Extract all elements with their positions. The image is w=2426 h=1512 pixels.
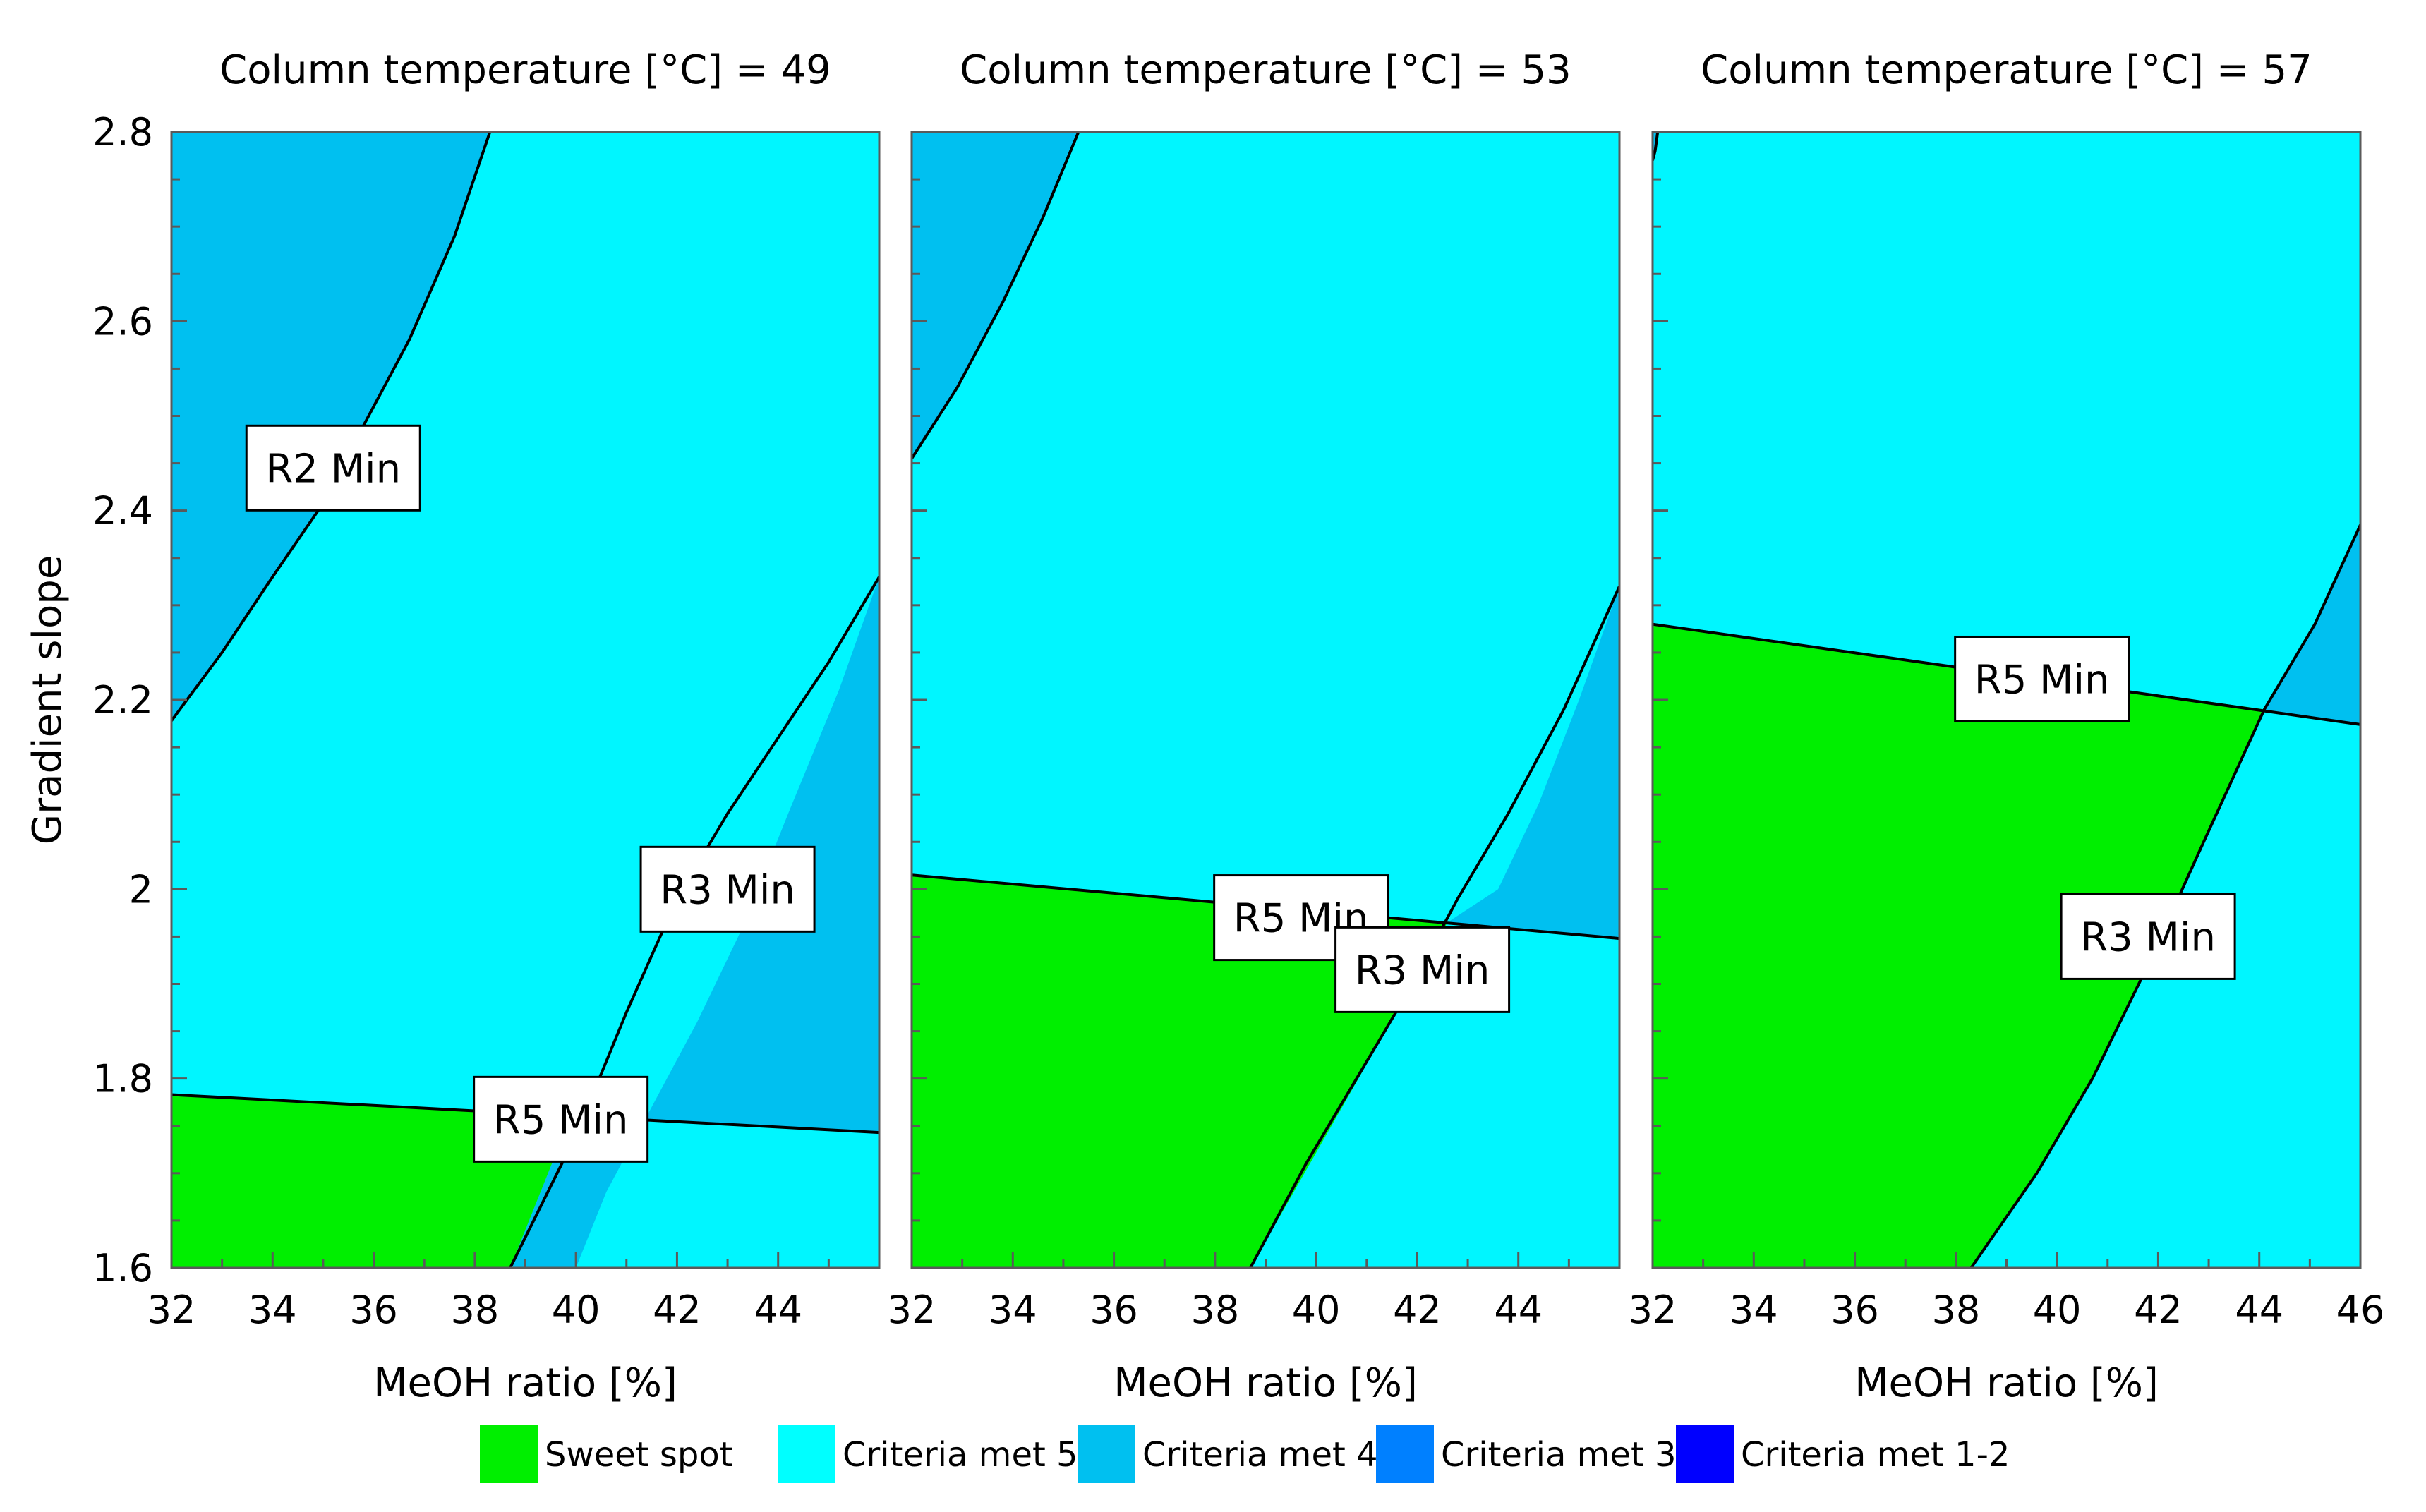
x-tick-label: 44 — [1494, 1288, 1543, 1332]
chart-panel-1: Column temperature [°C] = 49 32 34 36 38 40 42… — [25, 47, 881, 1406]
chart-title: Column temperature [°C] = 53 — [960, 47, 1571, 93]
legend-item: Sweet spot — [480, 1425, 733, 1483]
contour-label-r3-min: R3 Min — [639, 845, 816, 933]
region-criteria-met-4-2 — [1447, 586, 1619, 939]
region-sweet-spot-1 — [912, 875, 1448, 1268]
x-axis-title: MeOH ratio [%] — [1854, 1360, 2159, 1406]
region-sweet-spot-1 — [1653, 624, 2264, 1268]
x-tick-label: 38 — [1931, 1288, 1980, 1332]
x-tick-label: 34 — [989, 1288, 1037, 1332]
contour-label-box — [245, 424, 421, 512]
y-tick-label: 2 — [129, 867, 153, 912]
x-tick-label: 38 — [450, 1288, 499, 1332]
chart-panel-3: Column temperature [°C] = 57 32 34 36 38 40 42… — [1629, 47, 2385, 1406]
legend-label: Criteria met 3 — [1441, 1435, 1677, 1475]
legend-swatch — [480, 1425, 538, 1483]
legend-item: Criteria met 1-2 — [1676, 1425, 2010, 1483]
x-tick-label: 38 — [1190, 1288, 1239, 1332]
contour-label-r5-min: R5 Min — [1954, 635, 2130, 722]
contour-label-text: R2 Min — [265, 446, 401, 492]
y-axis — [1653, 131, 1668, 1269]
legend-swatch — [1676, 1425, 1734, 1483]
chart-title: Column temperature [°C] = 49 — [219, 47, 831, 93]
legend-label: Sweet spot — [545, 1435, 733, 1475]
y-tick-label: 1.8 — [92, 1057, 153, 1101]
y-tick-label: 2.6 — [92, 299, 153, 344]
y-tick-label: 2.8 — [92, 110, 153, 155]
legend: Sweet spot Criteria met 5 Criteria met 4 Cr… — [480, 1425, 2010, 1483]
x-tick-label: 42 — [653, 1288, 701, 1332]
x-tick-label: 32 — [1629, 1288, 1677, 1332]
x-tick-label: 36 — [1830, 1288, 1879, 1332]
contour-label-r2-min: R2 Min — [245, 424, 421, 512]
contour-label-box — [473, 1075, 649, 1163]
x-tick-label: 42 — [1393, 1288, 1442, 1332]
region-sweet-spot-1 — [171, 1094, 571, 1268]
contour-label-box — [1334, 926, 1511, 1013]
x-axis: 32 34 36 38 40 42 44 MeOH ratio [%] — [888, 1252, 1621, 1406]
plot-area — [912, 132, 1619, 1268]
contour-label-text: R5 Min — [493, 1097, 629, 1143]
x-tick-label: 36 — [349, 1288, 398, 1332]
contour-label-text: R3 Min — [2080, 914, 2216, 960]
x-axis-title: MeOH ratio [%] — [1114, 1360, 1418, 1406]
contour-label-text: R5 Min — [1974, 657, 2110, 703]
x-tick-label: 44 — [754, 1288, 802, 1332]
legend-label: Criteria met 5 — [843, 1435, 1078, 1475]
x-tick-label: 36 — [1090, 1288, 1138, 1332]
contour-label-text: R3 Min — [660, 867, 795, 913]
legend-item: Criteria met 3 — [1376, 1425, 1677, 1483]
x-tick-label: 40 — [2033, 1288, 2082, 1332]
x-axis: 32 34 36 38 40 42 44 46 MeOH ratio [%] — [1629, 1252, 2385, 1406]
x-tick-label: 44 — [2235, 1288, 2283, 1332]
y-tick-label: 2.4 — [92, 489, 153, 533]
legend-swatch — [1078, 1425, 1135, 1483]
y-tick-label: 1.6 — [92, 1246, 153, 1290]
region-criteria-met-4-2 — [510, 576, 879, 1268]
x-axis: 32 34 36 38 40 42 44 MeOH ratio [%] — [147, 1252, 881, 1406]
contour-label-box — [1954, 635, 2130, 722]
contour-label-r5-min: R5 Min — [473, 1075, 649, 1163]
legend-label: Criteria met 4 — [1142, 1435, 1378, 1475]
contour-line-r2-min — [912, 132, 1080, 459]
contour-label-r3-min: R3 Min — [2060, 893, 2236, 980]
x-axis-title: MeOH ratio [%] — [373, 1360, 677, 1406]
chart-title: Column temperature [°C] = 57 — [1701, 47, 2312, 93]
x-tick-label: 40 — [1292, 1288, 1341, 1332]
x-tick-label: 34 — [248, 1288, 297, 1332]
contour-label-r3-min: R3 Min — [1334, 926, 1511, 1013]
legend-item: Criteria met 4 — [1078, 1425, 1378, 1483]
y-axis — [912, 131, 927, 1269]
contour-label-box — [639, 845, 816, 933]
x-tick-label: 32 — [147, 1288, 196, 1332]
y-axis: 1.6 1.8 2 2.2 2.4 2.6 2.8 Gradient slope — [25, 110, 187, 1290]
x-tick-label: 32 — [888, 1288, 936, 1332]
legend-swatch — [778, 1425, 835, 1483]
region-criteria-met-4-3 — [912, 132, 1079, 459]
contour-label-box — [2060, 893, 2236, 980]
x-tick-label: 46 — [2336, 1288, 2385, 1332]
x-tick-label: 40 — [552, 1288, 601, 1332]
contour-label-text: R3 Min — [1355, 948, 1490, 993]
y-axis-title: Gradient slope — [25, 555, 71, 845]
legend-label: Criteria met 1-2 — [1741, 1435, 2010, 1475]
legend-swatch — [1376, 1425, 1434, 1483]
region-criteria-met-4-2 — [2264, 524, 2360, 725]
x-tick-label: 42 — [2134, 1288, 2183, 1332]
chart-panel-2: Column temperature [°C] = 53 32 34 36 38 40 42… — [888, 47, 1621, 1406]
y-tick-label: 2.2 — [92, 678, 153, 722]
legend-item: Criteria met 5 — [778, 1425, 1078, 1483]
x-tick-label: 34 — [1730, 1288, 1778, 1332]
